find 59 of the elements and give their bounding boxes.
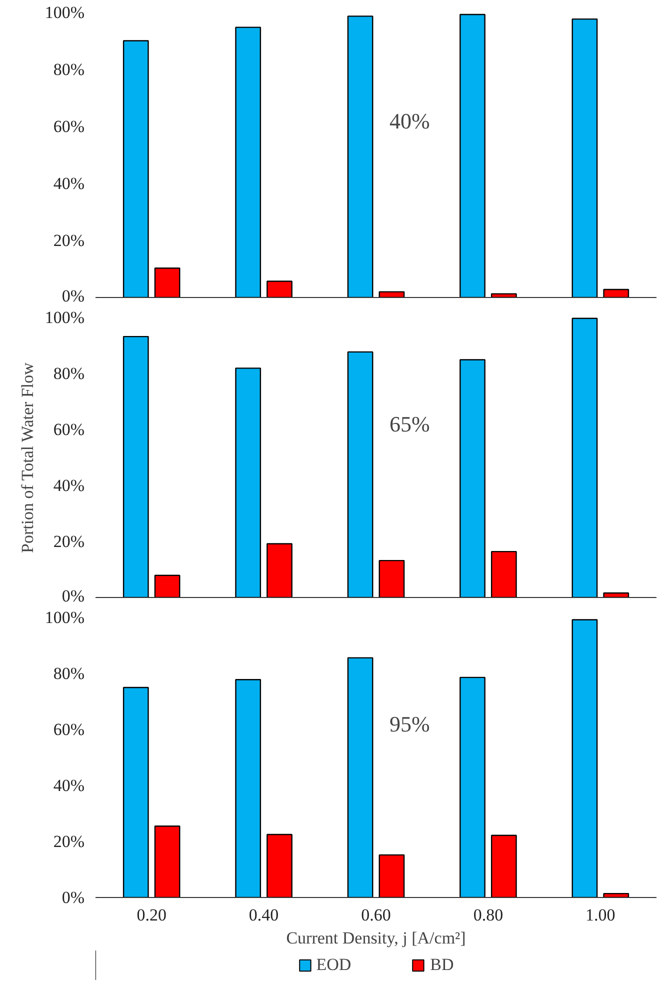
bar [378, 291, 405, 298]
bar [122, 686, 149, 898]
y-tick-label: 60% [53, 420, 85, 439]
x-tick-label: 0.40 [248, 906, 279, 924]
y-tick-label: 20% [53, 231, 85, 250]
y-tick-label: 60% [53, 720, 85, 739]
y-tick-label: 80% [53, 60, 85, 79]
y-tick-label: 100% [44, 308, 85, 327]
bar [378, 854, 405, 898]
bar [460, 14, 486, 298]
y-tick-label: 80% [53, 664, 85, 683]
y-tick-label: 100% [44, 608, 85, 627]
bar [154, 574, 180, 598]
bar [154, 268, 180, 298]
y-tick-label: 100% [44, 3, 85, 22]
legend-label: EOD [316, 955, 352, 975]
bar [378, 560, 405, 598]
x-tick-label: 0.20 [136, 906, 166, 924]
y-tick-label: 20% [53, 532, 85, 551]
bar [266, 280, 292, 298]
bar [490, 293, 517, 298]
y-tick-label: 60% [53, 117, 85, 136]
x-tick-label: 0.80 [473, 906, 504, 924]
bar [460, 676, 486, 898]
bar [266, 834, 292, 898]
legend-label: BD [430, 955, 454, 975]
bar [572, 318, 598, 598]
bar [235, 679, 262, 898]
bar [347, 657, 374, 898]
y-tick-label: 40% [53, 174, 85, 193]
bar [347, 16, 374, 298]
y-tick-label: 0% [62, 888, 85, 907]
bar [122, 336, 149, 598]
bar [347, 351, 374, 598]
y-tick-label: 20% [53, 832, 85, 851]
bar [266, 543, 292, 598]
bar [490, 550, 517, 598]
y-tick-label: 0% [62, 586, 85, 606]
annotation: 95% [389, 711, 430, 736]
bar [154, 826, 180, 898]
bar [490, 834, 517, 898]
bar [460, 359, 486, 598]
annotation: 65% [389, 411, 430, 436]
bar [603, 592, 630, 598]
y-axis-title: Portion of Total Water Flow [18, 362, 37, 554]
bar [572, 18, 598, 298]
bar [235, 26, 262, 298]
x-axis-title: Current Density, j [A/cm²] [286, 928, 466, 948]
y-tick-label: 0% [62, 286, 85, 306]
annotation: 40% [389, 108, 430, 134]
y-tick-label: 40% [53, 776, 85, 795]
x-tick-label: 1.00 [586, 906, 616, 924]
y-tick-label: 80% [53, 364, 85, 383]
y-tick-label: 40% [53, 476, 85, 495]
bar [572, 619, 598, 898]
bar [122, 40, 149, 298]
bar [235, 368, 262, 598]
bar [603, 288, 630, 298]
x-tick-label: 0.60 [361, 906, 391, 924]
